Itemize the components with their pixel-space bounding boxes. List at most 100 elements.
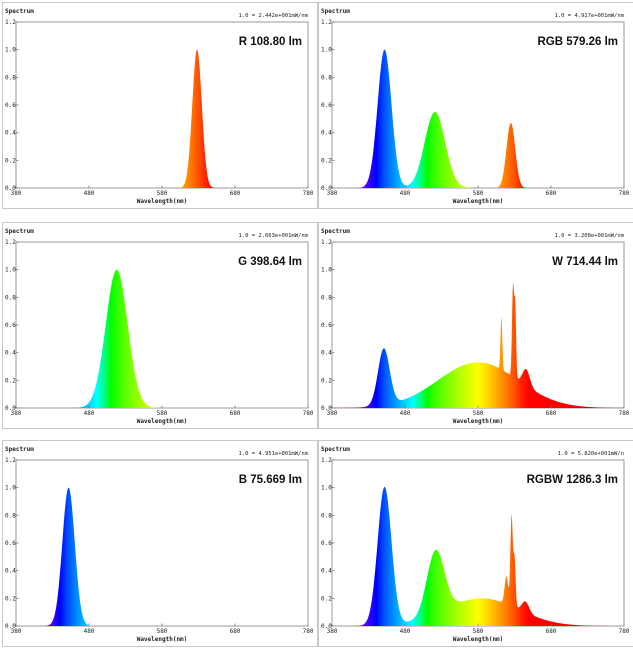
scale-note: 1.0 = 2.663e+001mW/nm: [238, 233, 308, 239]
spectrum-panel-rgbw: 0.0 0.2 0.4 0.6 0.8 1.0 1.2 380 480 580 680 780 Spec…: [318, 440, 633, 647]
lamp-label: B 75.669 lm: [239, 474, 302, 486]
x-tick-label: 480: [400, 410, 411, 417]
y-tick-label: 0.2: [321, 157, 332, 164]
spectrum-series-w: [332, 282, 624, 408]
x-tick-label: 680: [230, 410, 241, 417]
x-tick-label: 780: [619, 190, 630, 197]
panel-border: [318, 222, 633, 429]
x-axis-title: Wavelength(nm): [137, 636, 188, 643]
spectrum-series-rgbw: [332, 486, 624, 626]
y-tick-label: 0.8: [5, 512, 16, 519]
spectrum-panel-r: 0.0 0.2 0.4 0.6 0.8 1.0 1.2 380 480 580 680 780 Spec…: [2, 2, 318, 209]
scale-note: 1.0 = 4.917e+001mW/nm: [554, 13, 624, 19]
x-tick-label: 380: [11, 190, 22, 197]
y-tick-label: 0.0: [5, 185, 16, 192]
y-tick-label: 0.0: [5, 623, 16, 630]
x-tick-label: 680: [546, 628, 557, 635]
y-tick-label: 0.8: [321, 74, 332, 81]
x-tick-label: 680: [546, 190, 557, 197]
y-tick-label: 1.2: [5, 19, 16, 26]
y-tick-label: 0.6: [5, 102, 16, 109]
y-tick-label: 0.0: [5, 405, 16, 412]
panel-border: [2, 440, 318, 647]
y-tick-label: 0.0: [321, 185, 332, 192]
y-axis-title: Spectrum: [5, 8, 34, 15]
lamp-label: G 398.64 lm: [238, 256, 302, 268]
x-tick-label: 580: [157, 628, 168, 635]
y-tick-label: 1.2: [5, 457, 16, 464]
lamp-label: R 108.80 lm: [239, 36, 302, 48]
x-axis-title: Wavelength(nm): [453, 198, 504, 205]
y-axis-title: Spectrum: [5, 228, 34, 235]
x-tick-label: 380: [327, 410, 338, 417]
spectrum-panel-g: 0.0 0.2 0.4 0.6 0.8 1.0 1.2 380 480 580 680 780 Spec…: [2, 222, 318, 429]
y-tick-label: 1.2: [321, 457, 332, 464]
x-tick-label: 680: [546, 410, 557, 417]
y-tick-label: 0.6: [5, 322, 16, 329]
y-tick-label: 0.4: [5, 350, 16, 357]
y-tick-label: 0.2: [5, 157, 16, 164]
x-tick-label: 580: [157, 410, 168, 417]
x-tick-label: 780: [303, 190, 314, 197]
y-tick-label: 0.2: [321, 377, 332, 384]
y-tick-label: 0.4: [5, 568, 16, 575]
y-tick-label: 0.8: [321, 512, 332, 519]
x-axis-title: Wavelength(nm): [137, 198, 188, 205]
x-tick-label: 780: [619, 410, 630, 417]
scale-note: 1.0 = 3.208e+001mW/nm: [554, 233, 624, 239]
x-tick-label: 680: [230, 190, 241, 197]
scale-note: 1.0 = 5.820e+001mW/n: [558, 451, 624, 457]
plot-area: [15, 241, 309, 409]
y-axis-title: Spectrum: [321, 446, 350, 453]
y-tick-label: 0.0: [321, 405, 332, 412]
y-tick-label: 0.8: [321, 294, 332, 301]
panel-border: [2, 2, 318, 209]
x-tick-label: 380: [327, 190, 338, 197]
y-axis-title: Spectrum: [5, 446, 34, 453]
x-tick-label: 780: [303, 628, 314, 635]
x-tick-label: 580: [473, 628, 484, 635]
y-tick-label: 1.0: [5, 485, 16, 492]
spectrum-series-rgb: [332, 49, 624, 188]
y-tick-label: 0.4: [5, 130, 16, 137]
y-tick-label: 1.2: [321, 239, 332, 246]
lamp-label: RGB 579.26 lm: [537, 36, 618, 48]
x-tick-label: 480: [84, 628, 95, 635]
lamp-label: W 714.44 lm: [552, 256, 618, 268]
y-tick-label: 0.6: [321, 102, 332, 109]
y-tick-label: 0.4: [321, 350, 332, 357]
y-tick-label: 1.0: [321, 267, 332, 274]
x-tick-label: 580: [157, 190, 168, 197]
y-tick-label: 0.8: [5, 294, 16, 301]
y-tick-label: 0.8: [5, 74, 16, 81]
x-tick-label: 580: [473, 410, 484, 417]
x-tick-label: 480: [400, 628, 411, 635]
x-tick-label: 480: [84, 190, 95, 197]
x-axis-title: Wavelength(nm): [453, 636, 504, 643]
x-tick-label: 780: [303, 410, 314, 417]
scale-note: 1.0 = 4.951e+001mW/nm: [238, 451, 308, 457]
y-tick-label: 1.0: [321, 485, 332, 492]
spectrum-panel-rgb: 0.0 0.2 0.4 0.6 0.8 1.0 1.2 380 480 580 680 780 Spec…: [318, 2, 633, 209]
y-axis-title: Spectrum: [321, 228, 350, 235]
panel-border: [318, 2, 633, 209]
x-tick-label: 680: [230, 628, 241, 635]
y-tick-label: 1.0: [5, 267, 16, 274]
x-tick-label: 380: [11, 628, 22, 635]
x-axis-title: Wavelength(nm): [453, 418, 504, 425]
x-tick-label: 780: [619, 628, 630, 635]
y-tick-label: 0.4: [321, 568, 332, 575]
scale-note: 1.0 = 2.442e+001mW/nm: [238, 13, 308, 19]
y-tick-label: 0.0: [321, 623, 332, 630]
y-tick-label: 1.2: [321, 19, 332, 26]
x-tick-label: 380: [11, 410, 22, 417]
y-tick-label: 1.0: [5, 47, 16, 54]
panel-border: [2, 222, 318, 429]
x-axis-title: Wavelength(nm): [137, 418, 188, 425]
x-tick-label: 480: [400, 190, 411, 197]
y-tick-label: 0.4: [321, 130, 332, 137]
y-tick-label: 0.2: [5, 377, 16, 384]
y-tick-label: 1.0: [321, 47, 332, 54]
y-tick-label: 0.2: [5, 595, 16, 602]
spectrum-panel-b: 0.0 0.2 0.4 0.6 0.8 1.0 1.2 380 480 580 680 780 Spec…: [2, 440, 318, 647]
